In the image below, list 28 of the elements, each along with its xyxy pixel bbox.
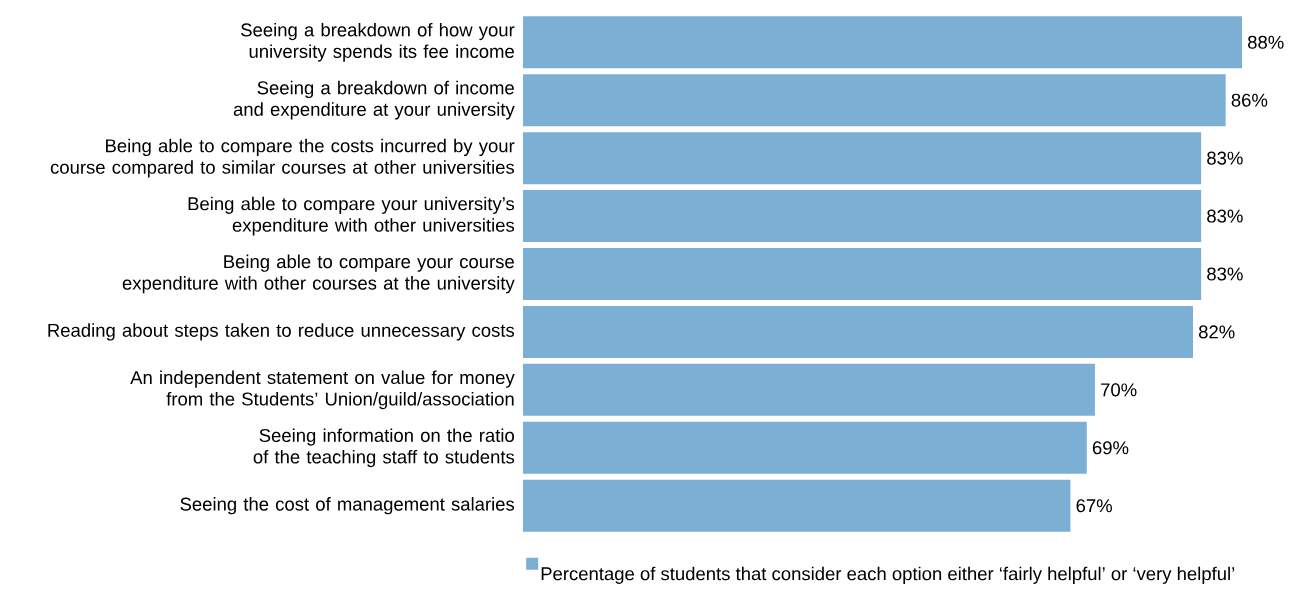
data-label: 67% bbox=[1076, 499, 1112, 513]
y-tick-label: Seeing a breakdown of income and expenditure at your university bbox=[233, 80, 515, 120]
bar bbox=[523, 132, 1202, 185]
data-label: 86% bbox=[1231, 93, 1268, 107]
bar bbox=[523, 247, 1202, 300]
data-label: 82% bbox=[1198, 325, 1235, 339]
y-tick-label: An independent statement on value for money from the Students’ Union/guild/association bbox=[130, 370, 515, 410]
data-label: 83% bbox=[1207, 209, 1243, 223]
bar bbox=[523, 421, 1087, 474]
bar bbox=[523, 74, 1226, 127]
y-tick-label: Seeing information on the ratio of the teaching staff to students bbox=[253, 428, 515, 468]
bar bbox=[523, 190, 1202, 243]
y-tick-label: Reading about steps taken to reduce unnecessary costs bbox=[48, 323, 515, 341]
y-tick-label: Being able to compare your university’s expenditure with other universities bbox=[188, 196, 515, 236]
y-tick-label: Being able to compare your course expenditure with other courses at the university bbox=[122, 254, 515, 294]
bar bbox=[523, 16, 1242, 69]
data-label: 83% bbox=[1207, 267, 1243, 281]
data-label: 83% bbox=[1207, 151, 1243, 165]
data-label: 69% bbox=[1092, 441, 1129, 455]
bar bbox=[523, 479, 1071, 532]
legend-label: Percentage of students that consider each option either ‘fairly helpful’ or ‘very helpful’ bbox=[541, 566, 1235, 584]
data-label: 88% bbox=[1248, 35, 1284, 49]
data-label: 70% bbox=[1101, 383, 1137, 397]
y-tick-label: Seeing a breakdown of how your university spends its fee income bbox=[241, 22, 515, 62]
bar bbox=[523, 305, 1193, 358]
bar bbox=[523, 363, 1095, 416]
y-tick-label: Being able to compare the costs incurred by your course compared to similar courses at other universities bbox=[50, 138, 515, 178]
y-tick-label: Seeing the cost of management salaries bbox=[180, 497, 515, 515]
